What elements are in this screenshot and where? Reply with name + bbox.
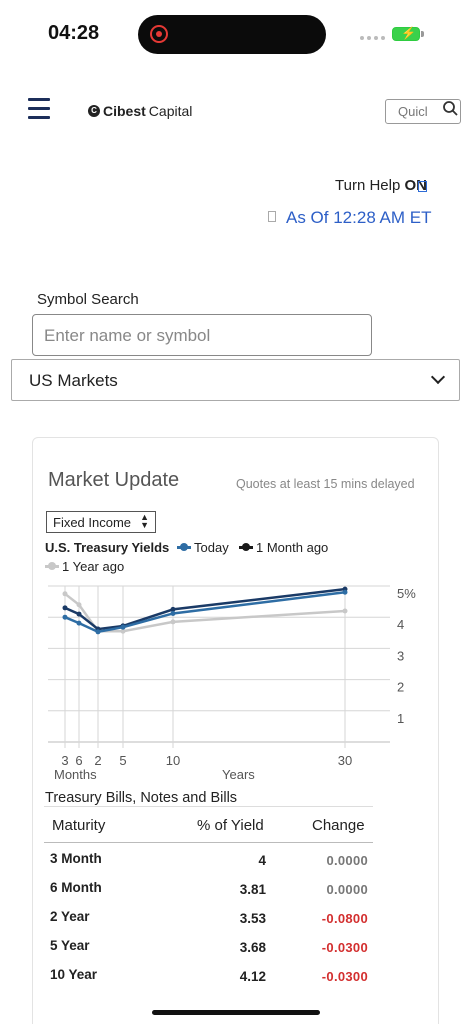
row-change: 0.0000 — [326, 882, 368, 897]
row-yield: 3.68 — [239, 940, 266, 955]
category-select[interactable]: Fixed Income ▲ ▼ — [46, 511, 156, 533]
x-tick-label: 2 — [94, 753, 101, 768]
header-yield: % of Yield — [197, 817, 264, 834]
help-checkbox-icon[interactable] — [418, 181, 427, 192]
refresh-icon[interactable] — [268, 211, 276, 222]
x-tick-label: 3 — [61, 753, 68, 768]
recording-icon — [150, 25, 168, 43]
updown-icon: ▲ ▼ — [140, 512, 149, 530]
data-point — [170, 610, 176, 616]
row-maturity[interactable]: 2 Year — [50, 909, 90, 924]
quick-search-input[interactable]: Quicl — [385, 99, 461, 124]
table-caption: Treasury Bills, Notes and Bills — [45, 790, 238, 806]
data-point — [95, 629, 101, 635]
data-point — [62, 614, 68, 620]
dynamic-island — [138, 15, 326, 54]
row-change: -0.0300 — [321, 940, 368, 955]
row-change: -0.0800 — [321, 911, 368, 926]
series-line — [64, 587, 346, 631]
data-point — [120, 624, 126, 630]
help-label: Turn Help — [335, 177, 401, 194]
search-icon[interactable] — [443, 101, 458, 116]
x-group-label: Years — [222, 767, 255, 782]
data-point — [342, 608, 348, 614]
market-update-title: Market Update — [48, 469, 180, 491]
legend-1-month: 1 Month ago — [239, 540, 328, 555]
divider — [44, 842, 373, 843]
category-select-value: Fixed Income — [53, 515, 132, 530]
y-tick-label: 1 — [397, 711, 404, 726]
data-point — [62, 591, 68, 597]
row-change: -0.0300 — [321, 969, 368, 984]
market-select[interactable]: US Markets — [11, 359, 460, 401]
home-indicator[interactable] — [152, 1010, 320, 1015]
battery-icon: ⚡ — [392, 26, 424, 41]
row-maturity[interactable]: 3 Month — [50, 851, 102, 866]
series-line — [64, 590, 346, 634]
y-tick-label: 4 — [397, 617, 404, 632]
row-maturity[interactable]: 5 Year — [50, 938, 90, 953]
menu-icon[interactable] — [28, 98, 50, 125]
x-tick-label: 6 — [75, 753, 82, 768]
y-tick-label: 3 — [397, 648, 404, 663]
data-point — [170, 619, 176, 625]
header-maturity: Maturity — [52, 817, 106, 834]
data-point — [62, 605, 68, 611]
legend-marker — [45, 562, 59, 570]
data-point — [76, 602, 82, 608]
logo: C Cibest Capital — [88, 103, 192, 119]
signal-icon — [360, 36, 385, 40]
row-yield: 3.53 — [239, 911, 266, 926]
data-point — [342, 589, 348, 595]
x-tick-label: 5 — [119, 753, 126, 768]
header-change: Change — [312, 817, 365, 834]
legend-today: Today — [177, 540, 229, 555]
series-line — [64, 592, 346, 633]
data-point — [170, 606, 176, 612]
x-group-label: Months — [54, 767, 97, 782]
symbol-search-input[interactable]: Enter name or symbol — [32, 314, 372, 356]
data-point — [76, 620, 82, 626]
data-point — [76, 611, 82, 617]
row-yield: 3.81 — [239, 882, 266, 897]
row-yield: 4 — [258, 853, 266, 868]
market-update-card — [32, 437, 439, 1024]
row-maturity[interactable]: 10 Year — [50, 967, 98, 982]
logo-icon: C — [88, 105, 100, 117]
status-time: 04:28 — [48, 22, 100, 44]
data-point — [120, 628, 126, 634]
x-tick-label: 10 — [166, 753, 180, 768]
legend-marker — [177, 543, 191, 551]
row-yield: 4.12 — [239, 969, 266, 984]
legend-1-year: 1 Year ago — [45, 559, 124, 574]
y-tick-label: 5% — [397, 586, 416, 601]
divider — [44, 806, 373, 807]
as-of-timestamp[interactable]: As Of 12:28 AM ET — [286, 208, 432, 227]
market-select-value: US Markets — [29, 371, 118, 390]
x-tick-label: 30 — [338, 753, 352, 768]
symbol-search-label: Symbol Search — [37, 291, 139, 308]
y-tick-label: 2 — [397, 680, 404, 695]
chart-title: U.S. Treasury Yields — [45, 540, 170, 555]
row-change: 0.0000 — [326, 853, 368, 868]
row-maturity[interactable]: 6 Month — [50, 880, 102, 895]
delay-note: Quotes at least 15 mins delayed — [236, 477, 415, 491]
legend-marker — [239, 543, 253, 551]
